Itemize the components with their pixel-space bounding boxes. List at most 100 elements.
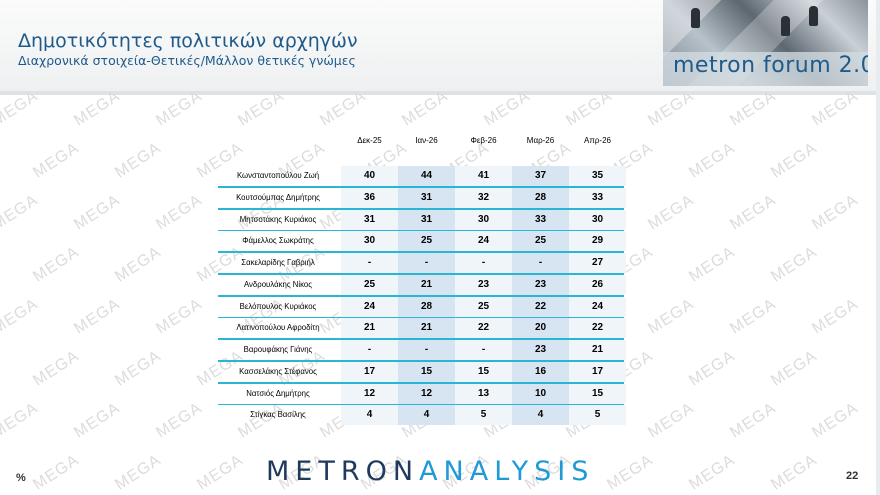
table-cell: 22: [455, 318, 512, 339]
row-separator: [218, 338, 624, 340]
watermark-text: MEGA: [727, 399, 780, 442]
unit-label: %: [16, 472, 26, 484]
table-cell: -: [341, 253, 398, 273]
table-cell: 29: [569, 231, 626, 252]
table-cell: 20: [512, 318, 569, 339]
table-cell: 33: [512, 209, 569, 230]
watermark-text: MEGA: [809, 295, 862, 338]
watermark-text: MEGA: [645, 191, 698, 234]
table-cell: 35: [569, 166, 626, 186]
table-cell: 23: [455, 274, 512, 295]
table-cell: 40: [341, 166, 398, 186]
table-cell: 30: [569, 209, 626, 230]
table-cell: 37: [512, 166, 569, 186]
table-cell: 10: [512, 383, 569, 404]
table-cell: 33: [569, 187, 626, 208]
column-header: Μαρ-26: [526, 136, 555, 145]
watermark-text: MEGA: [0, 295, 42, 338]
person-silhouette-icon: [691, 8, 700, 28]
table-cell: 30: [341, 231, 398, 252]
watermark-text: MEGA: [686, 243, 739, 286]
table-cell: -: [398, 253, 455, 273]
column-header: Απρ-26: [584, 136, 611, 145]
column-header: Δεκ-25: [357, 136, 382, 145]
table-cell: 28: [398, 296, 455, 317]
table-cell: 5: [455, 405, 512, 426]
watermark-text: MEGA: [727, 191, 780, 234]
watermark-text: MEGA: [153, 191, 206, 234]
watermark-text: MEGA: [768, 243, 821, 286]
row-separator: [218, 294, 624, 297]
watermark-text: MEGA: [686, 139, 739, 182]
table-cell: 17: [341, 361, 398, 382]
watermark-text: MEGA: [645, 399, 698, 442]
leader-name: Βαρουφάκης Γιάνης: [243, 345, 313, 354]
watermark-text: MEGA: [71, 191, 124, 234]
slide-edge: [876, 0, 880, 495]
watermark-text: MEGA: [0, 399, 42, 442]
table-cell: 25: [341, 274, 398, 295]
table-cell: 22: [512, 296, 569, 317]
row-separator: [218, 360, 624, 362]
table-cell: -: [341, 340, 398, 360]
watermark-text: MEGA: [112, 451, 165, 494]
table-cell: 17: [569, 361, 626, 382]
metron-analysis-logo: METRONANALYSIS: [266, 456, 594, 487]
table-cell: 25: [455, 296, 512, 317]
table-cell: 21: [341, 318, 398, 339]
page-number: 22: [846, 470, 859, 482]
leader-name: Σακελαρίδης Γαβριήλ: [241, 258, 315, 267]
watermark-text: MEGA: [71, 295, 124, 338]
table-cell: 41: [455, 166, 512, 186]
table-cell: 24: [569, 296, 626, 317]
logo-part-analysis: ANALYSIS: [419, 456, 595, 487]
table-cell: 25: [398, 231, 455, 252]
leader-name: Κουτσούμπας Δημήτρης: [236, 192, 320, 202]
table-cell: 13: [455, 383, 512, 404]
watermark-text: MEGA: [30, 243, 83, 286]
watermark-text: MEGA: [71, 399, 124, 442]
table-cell: 30: [455, 209, 512, 230]
table-cell: 44: [398, 166, 455, 186]
table-cell: 12: [341, 383, 398, 404]
watermark-text: MEGA: [768, 347, 821, 390]
watermark-text: MEGA: [0, 191, 42, 234]
header-divider: [0, 91, 880, 95]
column-header: Φεβ-26: [470, 136, 497, 145]
logo-part-metron: METRON: [266, 456, 420, 487]
table-cell: 22: [569, 318, 626, 339]
person-silhouette-icon: [781, 16, 790, 36]
watermark-text: MEGA: [604, 451, 657, 494]
row-separator: [218, 403, 624, 406]
watermark-text: MEGA: [30, 451, 83, 494]
table-cell: 4: [398, 405, 455, 426]
table-cell: 31: [398, 209, 455, 230]
table-cell: 16: [512, 361, 569, 382]
table-cell: 21: [398, 274, 455, 295]
column-header: Ιαν-26: [415, 136, 438, 145]
row-separator: [218, 381, 624, 384]
leader-name: Κασσελάκης Στέφανος: [239, 366, 317, 376]
table-cell: 21: [569, 340, 626, 360]
table-cell: 4: [341, 405, 398, 426]
watermark-text: MEGA: [686, 451, 739, 494]
watermark-text: MEGA: [768, 139, 821, 182]
table-cell: 12: [398, 383, 455, 404]
table-cell: 28: [512, 187, 569, 208]
leader-name: Βελόπουλος Κυριάκος: [239, 301, 317, 311]
table-cell: 21: [398, 318, 455, 339]
watermark-text: MEGA: [809, 399, 862, 442]
table-cell: 31: [398, 187, 455, 208]
watermark-text: MEGA: [153, 295, 206, 338]
watermark-text: MEGA: [112, 347, 165, 390]
table-cell: 15: [455, 361, 512, 382]
watermark-text: MEGA: [727, 295, 780, 338]
table-cell: 32: [455, 187, 512, 208]
logo-text: metron forum 2.0: [673, 53, 868, 78]
table-cell: -: [455, 340, 512, 360]
watermark-text: MEGA: [30, 139, 83, 182]
metron-forum-logo: metron forum 2.0: [663, 0, 868, 86]
table-cell: 5: [569, 405, 626, 426]
watermark-text: MEGA: [112, 243, 165, 286]
watermark-text: MEGA: [30, 347, 83, 390]
